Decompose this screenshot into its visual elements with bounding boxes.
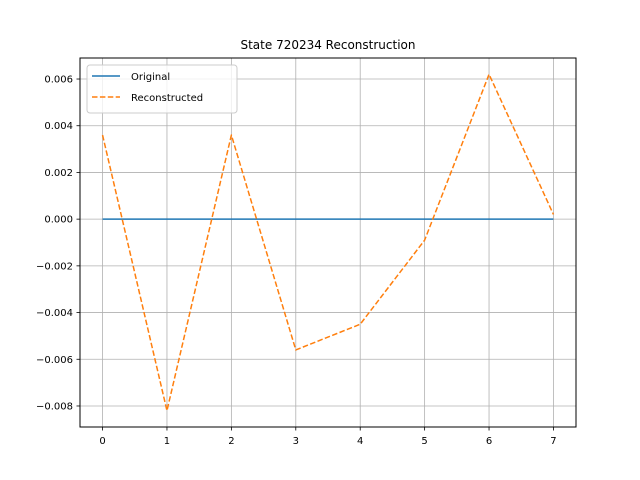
legend-label: Original [131,72,170,83]
chart-title: State 720234 Reconstruction [240,38,415,52]
y-tick-label: −0.002 [36,261,73,272]
axes: 0 1 2 3 4 5 6 7 −0.008 −0.006 −0.004 −0.002 0.000 0.0… [36,75,557,447]
x-tick-label: 1 [164,436,170,447]
y-tick-label: −0.006 [36,355,73,366]
y-tick-label: −0.008 [36,401,73,412]
y-tick-label: 0.000 [44,215,73,226]
plot-frame [79,57,577,428]
x-tick-label: 2 [228,436,234,447]
y-tick-label: 0.002 [44,168,73,179]
legend: Original Reconstructed [86,64,238,114]
x-tick-label: 0 [99,436,105,447]
series-layer [101,73,555,412]
grid [80,58,576,427]
x-tick-label: 7 [550,436,556,447]
x-tick-label: 4 [357,436,363,447]
y-tick-label: 0.004 [44,121,73,132]
y-tick-label: 0.006 [44,75,73,86]
legend-box [86,64,238,114]
x-tick-label: 6 [486,436,492,447]
legend-label: Reconstructed [131,93,203,104]
x-tick-label: 3 [293,436,299,447]
y-tick-label: −0.004 [36,308,73,319]
x-tick-label: 5 [421,436,427,447]
series-line-reconstructed [101,73,555,412]
